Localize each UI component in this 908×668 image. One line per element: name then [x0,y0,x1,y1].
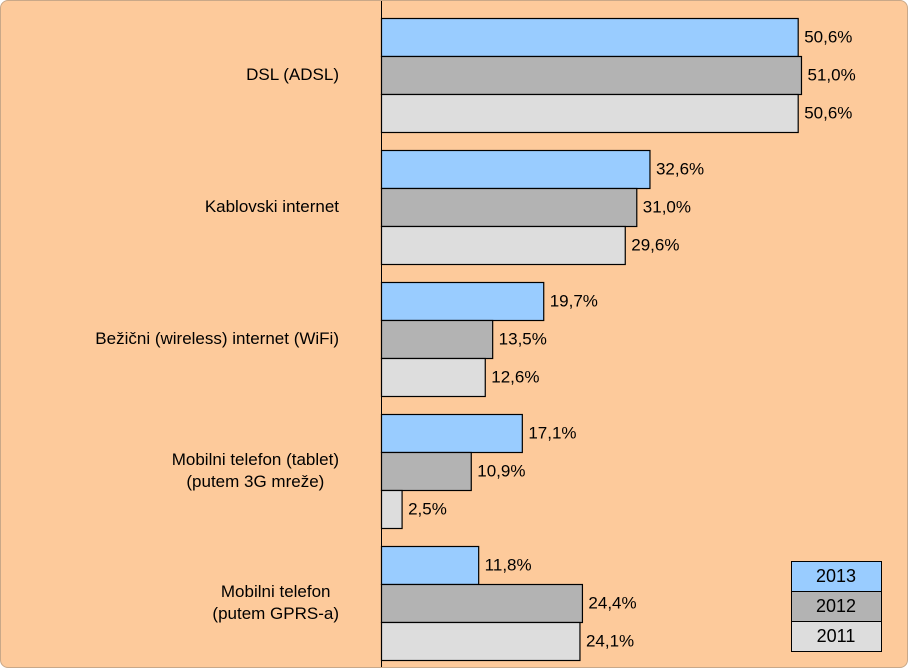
category-label: Mobilni telefon (putem GPRS-a) [212,582,339,623]
bar [380,55,803,96]
bar [380,225,626,266]
value-label: 51,0% [807,65,855,84]
value-label: 19,7% [550,291,598,310]
legend-swatch [791,621,882,652]
legend-swatch [791,591,882,622]
category-label: Bežični (wireless) internet (WiFi) [95,329,339,348]
value-label: 17,1% [528,423,576,442]
category-label: DSL (ADSL) [246,65,339,84]
category-label: Mobilni telefon (tablet) (putem 3G mreže… [171,450,339,491]
bar [380,583,584,624]
value-label: 50,6% [804,27,852,46]
value-label: 24,1% [586,631,634,650]
bar [380,17,799,58]
bar [380,187,638,228]
value-label: 50,6% [804,103,852,122]
value-label: 32,6% [656,159,704,178]
bar [380,319,494,360]
value-label: 29,6% [631,235,679,254]
bar [380,281,545,322]
legend-swatch [791,561,882,592]
bar [380,93,799,134]
bar [380,545,480,586]
legend-label: 2012 [816,596,856,616]
legend-label: 2011 [817,626,856,646]
bar [380,489,403,530]
value-label: 2,5% [408,499,447,518]
bar [380,149,651,190]
value-label: 12,6% [491,367,539,386]
value-label: 31,0% [643,197,691,216]
value-label: 10,9% [477,461,525,480]
bar [380,357,486,398]
category-label: Kablovski internet [204,197,339,216]
value-label: 24,4% [588,593,636,612]
bar [380,413,523,454]
value-label: 13,5% [499,329,547,348]
value-label: 11,8% [485,555,532,574]
legend-label: 2013 [816,566,856,586]
bar [380,451,472,492]
bar [380,621,581,662]
